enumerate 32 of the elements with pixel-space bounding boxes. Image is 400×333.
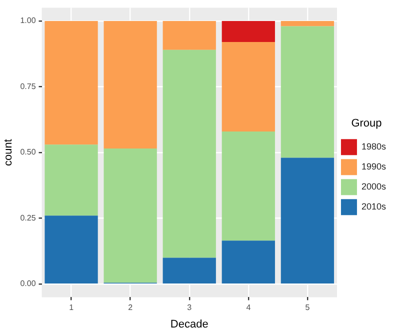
bar (104, 20, 157, 149)
x-tick-label: 1 (69, 303, 74, 312)
y-tick-label: 0.50 (20, 148, 36, 157)
bar (162, 258, 216, 284)
bar (104, 148, 157, 283)
x-tick-label: 4 (246, 303, 252, 312)
bar (222, 42, 275, 132)
bar (280, 26, 334, 158)
x-tick-label: 3 (187, 303, 192, 312)
legend-label: 2000s (361, 182, 386, 192)
bar (44, 20, 98, 145)
legend-title: Group (351, 117, 382, 130)
y-tick-label: 0.25 (20, 213, 36, 222)
x-axis-title: Decade (170, 318, 208, 330)
x-tick-label: 2 (128, 303, 134, 312)
y-axis-title: count (2, 139, 15, 166)
bar (44, 144, 98, 216)
y-tick-label: 0.00 (20, 279, 36, 288)
bar (162, 50, 216, 258)
y-tick-label: 0.75 (20, 82, 36, 91)
legend-label: 1980s (361, 142, 386, 152)
bar (222, 131, 275, 241)
bar (280, 158, 334, 284)
bar (162, 20, 216, 50)
bar (222, 20, 275, 42)
bar (280, 20, 334, 26)
bar (44, 216, 98, 284)
legend-label: 1990s (361, 162, 386, 172)
x-tick-label: 5 (305, 303, 310, 312)
legend-label: 2010s (361, 202, 386, 212)
y-tick-label: 1.00 (20, 16, 36, 26)
bar (222, 240, 275, 284)
